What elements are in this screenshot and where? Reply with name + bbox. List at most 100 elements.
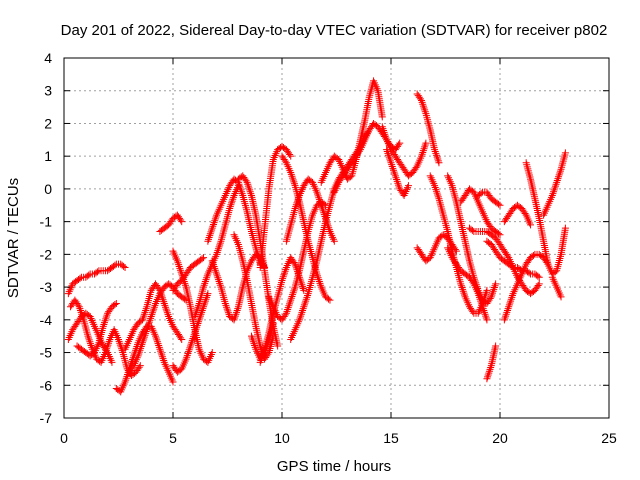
data-point (111, 301, 119, 309)
series-arc26 (378, 123, 430, 180)
data-point (281, 311, 289, 319)
data-point (525, 269, 533, 277)
series-arc38 (500, 250, 552, 324)
data-point (412, 164, 420, 172)
series-arc15 (230, 231, 277, 363)
series-arc35 (474, 188, 504, 209)
data-point (198, 255, 206, 263)
series-arc6 (121, 280, 186, 353)
y-tick-label: -2 (40, 246, 53, 262)
data-point (330, 237, 338, 245)
data-points (64, 77, 569, 396)
plot-frame (63, 57, 610, 419)
data-point (469, 308, 477, 316)
y-tick-label: -4 (40, 312, 53, 328)
series-arc39 (500, 201, 535, 229)
data-point (396, 139, 404, 147)
data-point (274, 342, 282, 350)
data-point (111, 261, 119, 269)
data-point (200, 254, 208, 262)
data-point (495, 200, 503, 208)
series-arc32 (444, 244, 491, 324)
series-arc4 (73, 299, 120, 360)
data-point (477, 189, 485, 197)
series-arc27 (383, 146, 412, 199)
data-point (395, 141, 403, 149)
series-arc22 (282, 175, 338, 245)
data-point (504, 252, 512, 260)
y-tick-label: -6 (40, 377, 53, 393)
series-arc40 (522, 159, 569, 278)
data-point (561, 224, 569, 232)
data-point (561, 149, 569, 157)
x-tick-label: 10 (274, 430, 290, 446)
series-arc8 (156, 211, 186, 235)
series-arc18 (256, 142, 295, 271)
x-tick-label: 0 (60, 430, 68, 446)
data-point (242, 177, 250, 185)
data-point (325, 295, 333, 303)
data-point (290, 259, 298, 267)
data-point (281, 157, 289, 165)
series-arc14 (208, 250, 269, 324)
data-point (535, 273, 543, 281)
y-axis-label: SDTVAR / TECUs (5, 178, 22, 298)
data-point (93, 268, 101, 276)
y-tick-label: 3 (44, 83, 52, 99)
data-point (422, 139, 430, 147)
data-point (529, 251, 537, 259)
data-point (534, 281, 542, 289)
data-point (508, 262, 516, 270)
data-point (483, 286, 491, 294)
data-point (468, 226, 476, 234)
x-tick-label: 25 (601, 430, 617, 446)
y-tick-label: 0 (44, 181, 52, 197)
series-arc1 (64, 260, 129, 298)
y-tick-label: 4 (44, 50, 52, 66)
y-tick-label: -5 (40, 345, 53, 361)
data-point (521, 209, 529, 217)
data-point (85, 271, 93, 279)
data-point (535, 280, 543, 288)
data-point (557, 293, 565, 301)
data-point (287, 152, 295, 160)
series-arc36 (483, 237, 543, 281)
data-point (204, 290, 212, 298)
data-point (355, 147, 363, 155)
data-point (492, 280, 500, 288)
series-arc42 (548, 273, 565, 301)
series-arc10 (169, 254, 208, 294)
series-arc28 (413, 90, 443, 167)
data-point (108, 358, 116, 366)
y-tick-label: -3 (40, 279, 53, 295)
series-arc41 (540, 149, 569, 219)
y-tick-label: 2 (44, 115, 52, 131)
data-point (483, 316, 491, 324)
data-point (121, 263, 129, 271)
data-point (120, 262, 128, 270)
data-point (527, 221, 535, 229)
data-point (495, 230, 503, 238)
grid-lines (64, 58, 609, 418)
data-point (112, 299, 120, 307)
data-point (286, 151, 294, 159)
data-point (136, 362, 144, 370)
x-tick-label: 15 (383, 430, 399, 446)
data-point (178, 335, 186, 343)
chart-title: Day 201 of 2022, Sidereal Day-to-day VTE… (61, 22, 608, 39)
data-point (135, 363, 143, 371)
y-tick-label: -7 (40, 410, 53, 426)
data-point (178, 218, 186, 226)
data-point (326, 296, 334, 304)
series-arc33 (457, 185, 504, 239)
data-point (492, 342, 500, 350)
data-point (404, 182, 412, 190)
axis-ticks: 0 5 10 15 20 25 -7 -6 -5 -4 -3 -2 -1 0 1 2 3 4 (40, 50, 617, 446)
data-point (496, 231, 504, 239)
data-point (300, 286, 308, 294)
data-point (177, 334, 185, 342)
series-arc37 (483, 342, 500, 383)
